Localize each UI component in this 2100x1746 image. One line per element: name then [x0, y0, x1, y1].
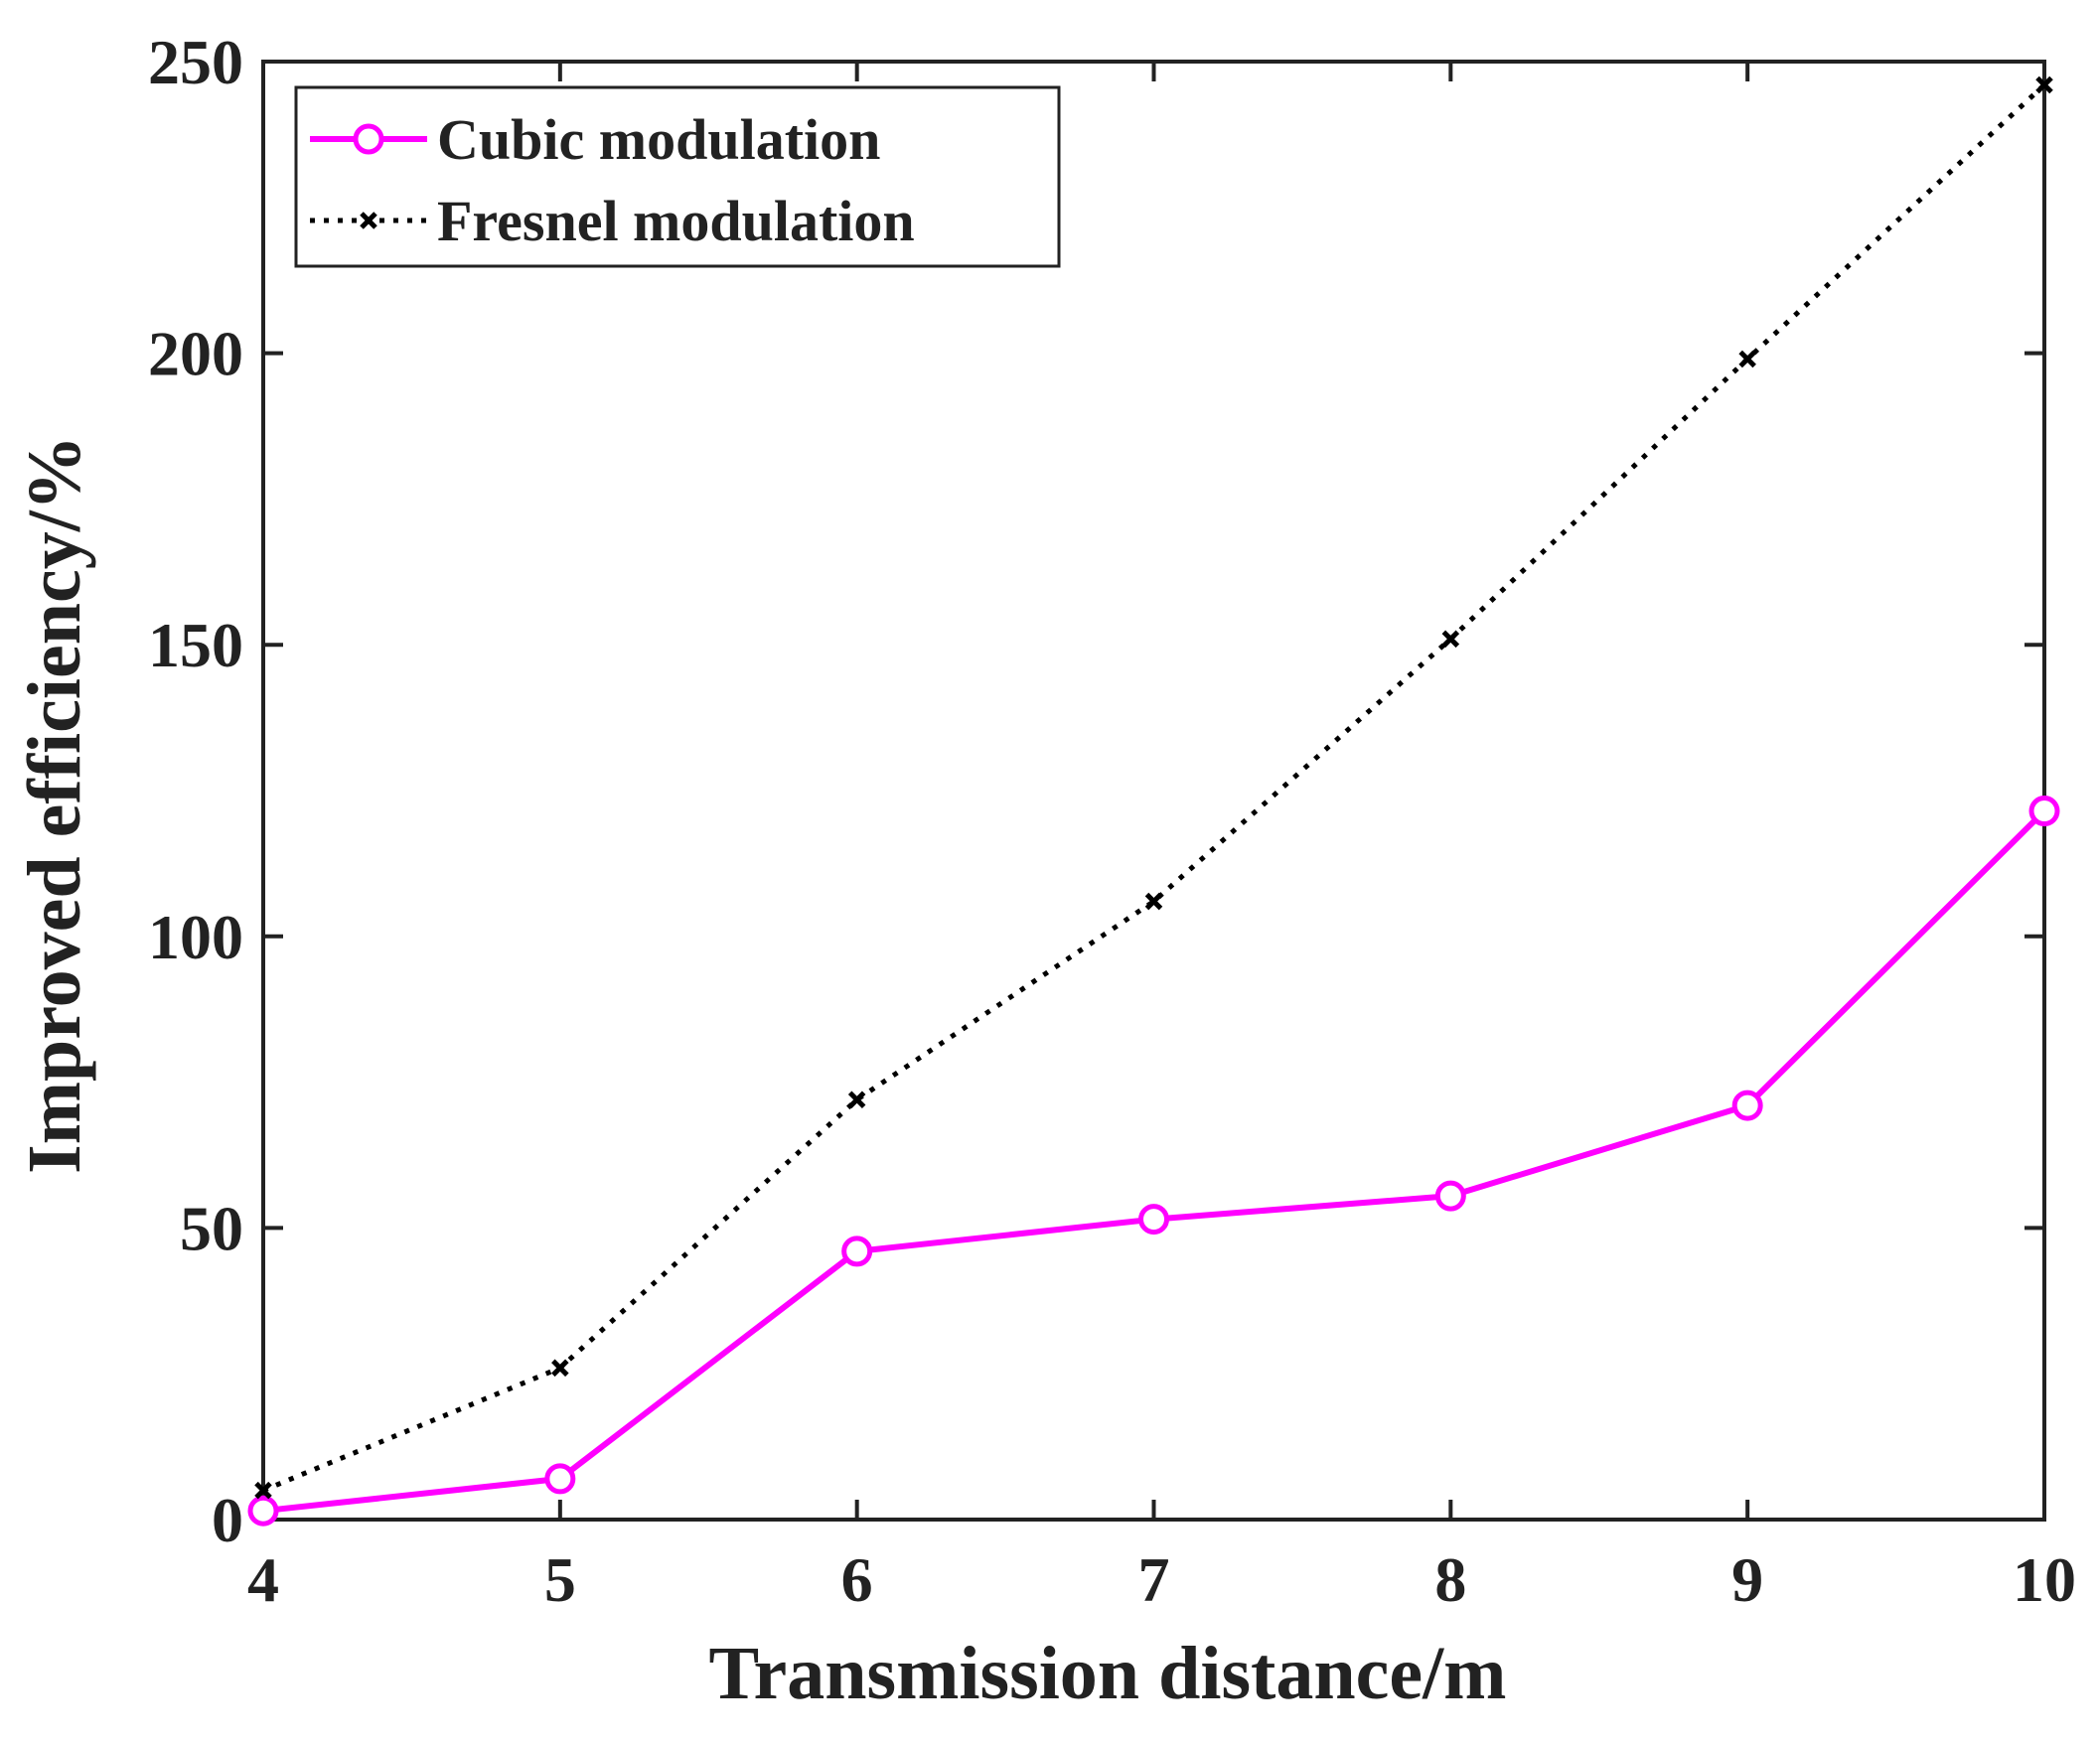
data-point [1441, 630, 1460, 649]
x-tick-label: 8 [1434, 1544, 1466, 1615]
x-tick-label: 9 [1731, 1544, 1763, 1615]
legend-marker [360, 212, 377, 229]
data-point [247, 1495, 279, 1527]
data-point [1138, 1204, 1169, 1236]
data-point [1738, 350, 1756, 368]
legend-label: Cubic modulation [437, 107, 880, 172]
x-tick-label: 10 [2013, 1544, 2076, 1615]
y-axis-title: Improved efficiency/% [13, 435, 96, 1174]
series-fresnel-modulation [254, 75, 2053, 1500]
data-point [841, 1236, 873, 1267]
data-point [2028, 796, 2060, 827]
y-tick-label: 0 [212, 1485, 243, 1555]
series-line [262, 82, 2046, 1493]
data-point [1434, 1180, 1466, 1212]
series-line [262, 808, 2047, 1515]
y-tick-label: 50 [180, 1193, 243, 1263]
x-tick-label: 7 [1138, 1544, 1170, 1615]
data-point [551, 1359, 569, 1378]
y-tick-label: 250 [148, 27, 243, 97]
data-point [254, 1481, 272, 1500]
data-point [1731, 1090, 1763, 1121]
legend: Cubic modulation Fresnel modulation [294, 85, 1061, 268]
legend-box [294, 85, 1061, 268]
data-point [544, 1463, 576, 1495]
series-layer [247, 75, 2060, 1527]
x-axis-title: Transmission distance/m [708, 1632, 1506, 1715]
x-tick-label: 5 [544, 1544, 576, 1615]
series-cubic-modulation [247, 796, 2060, 1527]
data-point [847, 1091, 866, 1108]
y-tick-label: 150 [148, 610, 243, 680]
plot-area-frame [261, 60, 2046, 1522]
y-tick-label: 200 [148, 319, 243, 389]
legend-marker [353, 123, 384, 155]
x-tick-label: 4 [247, 1544, 279, 1615]
legend-label: Fresnel modulation [437, 189, 915, 253]
x-tick-label: 6 [841, 1544, 873, 1615]
data-point [2035, 75, 2053, 94]
data-point [1144, 892, 1163, 911]
y-tick-label: 100 [148, 902, 243, 972]
